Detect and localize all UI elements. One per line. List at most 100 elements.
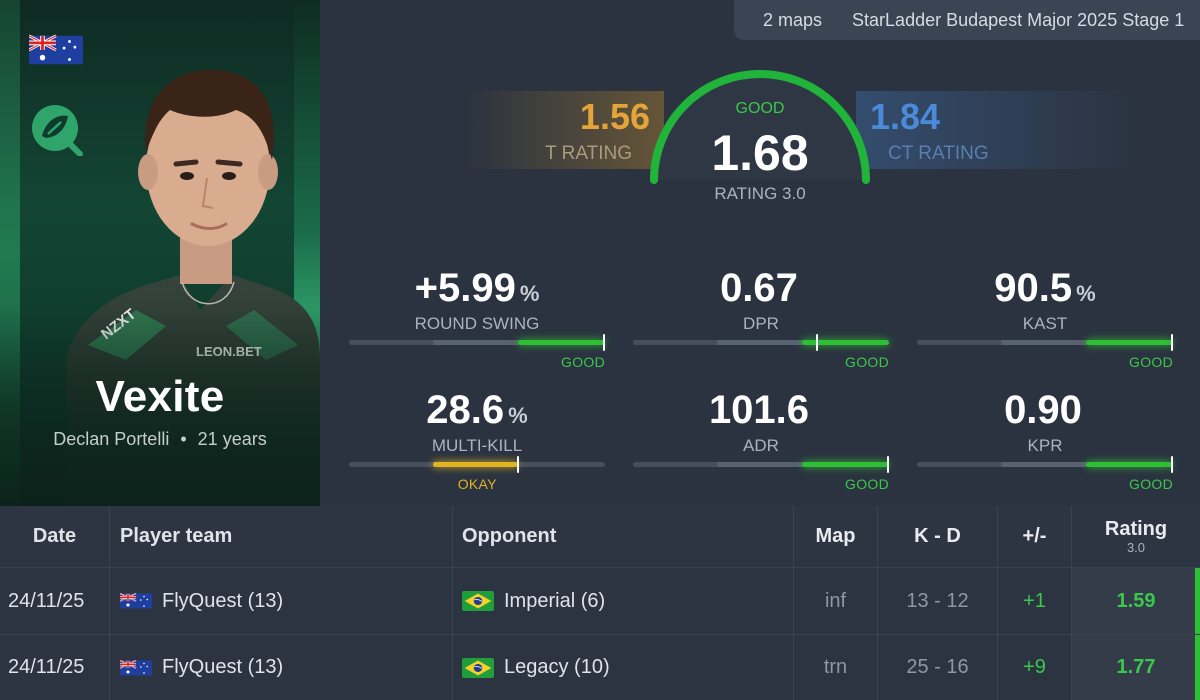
stat-kpr: 0.90 KPR GOOD	[917, 388, 1173, 504]
row-date: 24/11/25	[0, 635, 110, 700]
stat-bar-fill	[517, 340, 605, 345]
brazil-flag-icon	[462, 657, 494, 678]
row-date: 24/11/25	[0, 568, 110, 634]
col-map-header[interactable]: Map	[794, 506, 878, 567]
stat-bar-marker	[603, 334, 605, 351]
stat-bar-fill	[801, 340, 889, 345]
stat-value: +5.99%	[414, 266, 540, 310]
rating-status: GOOD	[735, 100, 785, 117]
col-rating-subtitle: 3.0	[1126, 540, 1146, 555]
stat-multi-kill: 28.6% MULTI-KILL OKAY	[349, 388, 605, 504]
stat-bar-marker	[1171, 334, 1173, 351]
stat-value: 101.6	[708, 388, 810, 432]
stat-bar-fill	[433, 462, 518, 467]
rating-indicator	[1195, 568, 1200, 634]
australia-flag-icon	[120, 658, 152, 677]
event-name[interactable]: StarLadder Budapest Major 2025 Stage 1	[852, 9, 1185, 30]
col-kd-header[interactable]: K - D	[878, 506, 998, 567]
ct-rating-label: CT RATING	[888, 143, 989, 164]
stat-bar-marker	[887, 456, 889, 473]
row-kd: 13 - 12	[878, 568, 998, 634]
row-player-team[interactable]: FlyQuest (13)	[110, 568, 453, 634]
stat-round-swing: +5.99% ROUND SWING GOOD	[349, 266, 605, 382]
stat-bar-marker	[516, 456, 519, 473]
stat-bar-fill	[1085, 462, 1173, 467]
opponent-name: Legacy (10)	[504, 656, 610, 678]
stat-value: 28.6%	[426, 388, 528, 432]
stat-bar-marker	[1171, 456, 1173, 473]
rating-gauge-arc	[650, 70, 870, 184]
maps-count: 2 maps	[763, 9, 823, 30]
row-opponent[interactable]: Legacy (10)	[453, 635, 794, 700]
rating-label: RATING 3.0	[714, 184, 806, 203]
stat-label: KAST	[1022, 314, 1068, 333]
stat-bar	[633, 334, 889, 351]
col-rating-title: Rating	[1104, 518, 1168, 540]
stat-label: DPR	[743, 314, 779, 333]
stat-tier: OKAY	[457, 476, 497, 492]
stat-bar	[349, 456, 605, 473]
rating-value: 1.68	[711, 125, 809, 181]
row-rating-value: 1.77	[1116, 656, 1156, 678]
row-map: inf	[794, 568, 878, 634]
stat-bar	[349, 334, 605, 351]
stat-tier: GOOD	[561, 354, 605, 370]
col-opponent-header[interactable]: Opponent	[453, 506, 794, 567]
stat-value: 0.67	[720, 266, 798, 310]
row-player-team[interactable]: FlyQuest (13)	[110, 635, 453, 700]
row-rating: 1.77	[1072, 635, 1200, 700]
col-date-header[interactable]: Date	[0, 506, 110, 567]
player-age: 21 years	[197, 429, 267, 449]
stat-bar-fill	[801, 462, 889, 467]
opponent-name: Imperial (6)	[504, 589, 606, 612]
stat-tier: GOOD	[1129, 354, 1173, 370]
australia-flag-icon	[120, 591, 152, 611]
stat-kast: 90.5% KAST GOOD	[917, 266, 1173, 382]
stat-dpr: 0.67 DPR GOOD	[633, 266, 889, 382]
ct-rating-band	[856, 91, 1136, 169]
team-name: FlyQuest (13)	[162, 656, 284, 678]
stat-tier: GOOD	[845, 476, 889, 492]
player-real-name: Declan Portelli	[53, 429, 170, 449]
brazil-flag-icon	[462, 591, 494, 611]
table-header: Date Player team Opponent Map K - D +/- …	[0, 506, 1200, 567]
t-rating-band	[464, 91, 664, 169]
row-kd: 25 - 16	[878, 635, 998, 700]
player-nickname: Vexite	[95, 372, 225, 421]
t-rating-label: T RATING	[545, 143, 632, 164]
row-rating-value: 1.59	[1116, 589, 1156, 612]
stat-tier: GOOD	[845, 354, 889, 370]
col-player-team-header[interactable]: Player team	[110, 506, 453, 567]
photo-shade	[0, 306, 320, 506]
col-diff-header[interactable]: +/-	[998, 506, 1072, 567]
stat-label: KPR	[1027, 436, 1063, 455]
table-row[interactable]: 24/11/25 FlyQuest (13) Imperial (6) inf …	[0, 567, 1200, 634]
stat-adr: 101.6 ADR GOOD	[633, 388, 889, 504]
stat-value: 0.90	[1004, 388, 1082, 432]
col-rating-header[interactable]: Rating 3.0	[1072, 506, 1200, 567]
stat-bar	[633, 456, 889, 473]
row-diff: +1	[998, 568, 1072, 634]
team-name: FlyQuest (13)	[162, 589, 284, 612]
t-rating-value: 1.56	[579, 96, 650, 137]
stat-label: MULTI-KILL	[431, 436, 523, 455]
matches-table: Date Player team Opponent Map K - D +/- …	[0, 506, 1200, 700]
row-opponent[interactable]: Imperial (6)	[453, 568, 794, 634]
separator-dot: •	[180, 429, 187, 449]
rating-indicator	[1195, 635, 1200, 700]
row-rating: 1.59	[1072, 568, 1200, 634]
stat-value: 90.5%	[994, 266, 1096, 310]
stat-bar-fill	[1085, 340, 1173, 345]
stat-bar-marker	[816, 334, 819, 351]
event-header: 2 maps StarLadder Budapest Major 2025 St…	[734, 0, 1200, 40]
stat-tier: GOOD	[1129, 476, 1173, 492]
stat-bar	[917, 456, 1173, 473]
stat-label: ADR	[743, 436, 779, 455]
stat-label: ROUND SWING	[414, 314, 540, 333]
table-row[interactable]: 24/11/25 FlyQuest (13) Legacy (10) trn 2…	[0, 634, 1200, 700]
stat-bar	[917, 334, 1173, 351]
flyquest-logo-icon[interactable]	[28, 100, 84, 156]
row-diff: +9	[998, 635, 1072, 700]
row-map: trn	[794, 635, 878, 700]
player-card: NZXT LEON.BET Vexite Declan Portelli • 2…	[0, 0, 320, 506]
